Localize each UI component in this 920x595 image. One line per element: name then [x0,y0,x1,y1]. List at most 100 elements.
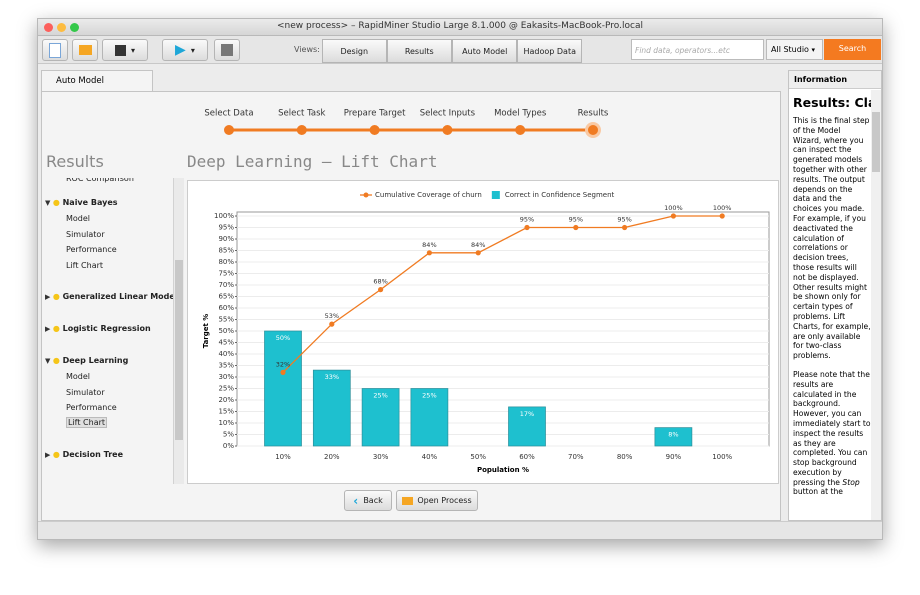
tree-item[interactable]: Simulator [66,229,105,239]
bar-value-label: 33% [325,373,339,381]
window: <new process> – RapidMiner Studio Large … [37,18,883,540]
tree-group[interactable]: ▶ ● Decision Tree [45,450,123,459]
tree-item[interactable]: Lift Chart [66,416,108,428]
bar [264,330,302,447]
info-paragraph: Please note that the results are calcula… [793,370,871,497]
wizard-step-dot [296,125,307,135]
search-input[interactable]: Find data, operators...etc [631,39,764,60]
back-label: Back [363,496,383,505]
info-text: Please note that the results are calcula… [793,369,871,487]
stop-button[interactable] [214,39,240,61]
tree-item[interactable]: Performance [66,245,117,254]
close-button[interactable] [44,23,53,32]
view-switcher: Design Results Auto Model Hadoop Data [322,39,582,63]
bulb-icon: ● [52,356,63,365]
tree-group[interactable]: ▼ ● Deep Learning [45,356,128,365]
line-point [280,369,286,375]
view-button[interactable]: Auto Model [452,39,518,63]
lift-chart: 0% 5% 10% 15% 20% 25% 30% 35% 40% 45% 50% 55% 60% 65%… [202,191,770,474]
wizard-steps: Select Data Select Task Prepare Target Sele… [204,109,609,138]
open-process-button[interactable]: Open Process [396,490,478,511]
point-value-label: 100% [664,204,683,212]
y-tick-label: 35% [218,362,234,370]
tree-group[interactable]: ▶ ● Generalized Linear Model [45,292,178,301]
wizard-step-label[interactable]: Results [578,109,609,119]
zoom-button[interactable] [70,23,79,32]
point-value-label: 95% [520,216,534,224]
open-button[interactable] [72,39,98,61]
bar-value-label: 25% [373,392,387,400]
bar-value-label: 17% [520,410,534,418]
bar-value-label: 50% [276,334,290,342]
info-panel: Information Results: Classification This… [788,70,882,521]
chart-panel: 0% 5% 10% 15% 20% 25% 30% 35% 40% 45% 50% 55% 60% 65%… [187,180,779,484]
view-button[interactable]: Hadoop Data [517,39,582,63]
y-tick-label: 20% [218,396,234,404]
tree-group-label: Deep Learning [62,356,129,365]
x-tick-label: 50% [470,453,486,461]
wizard-step-label[interactable]: Select Task [278,109,325,119]
scope-label: All Studio [771,45,809,54]
search-button[interactable]: Search [824,39,881,60]
run-button[interactable]: ▶ ▾ [162,39,208,61]
y-tick-label: 45% [218,339,234,347]
wizard-step-label[interactable]: Model Types [494,109,547,119]
wizard-step-dot [442,125,453,135]
tree-item[interactable]: Simulator [66,387,105,397]
y-tick-label: 15% [218,408,234,416]
y-tick-label: 75% [218,270,234,278]
line-point [719,213,725,219]
back-button[interactable]: ‹ Back [344,490,392,511]
y-tick-label: 70% [218,281,234,289]
minimize-button[interactable] [57,23,66,32]
info-scrollbar[interactable] [871,90,881,520]
y-tick-label: 85% [218,247,234,255]
x-axis-label: Population % [477,466,529,474]
y-tick-label: 40% [218,350,234,358]
views-label: Views: [294,45,320,54]
info-paragraph: This is the final step of the Model Wiza… [793,116,871,361]
y-tick-label: 65% [218,293,234,301]
tree-group[interactable]: ▼ ● Naive Bayes [45,198,118,207]
tree-item[interactable]: Performance [66,403,117,412]
view-button[interactable]: Design [322,39,387,63]
tree-group-label: Decision Tree [62,450,123,459]
y-tick-label: 5% [223,431,234,439]
tree-item[interactable]: Model [66,372,91,381]
toolbar: ▾ ▶ ▾ Views: Design Results Auto Model Hado… [38,36,882,64]
tree-group[interactable]: ▶ ● Logistic Regression [45,324,151,333]
x-tick-label: 90% [666,453,682,461]
expand-arrow: ▼ [45,199,53,207]
expand-arrow: ▶ [45,451,53,459]
bar [361,388,400,447]
auto-model-tab[interactable]: Auto Model [41,70,153,92]
wizard-step-dot [224,125,234,135]
y-tick-label: 95% [218,224,234,232]
bulb-icon: ● [52,450,63,459]
y-tick-label: 50% [218,327,234,335]
point-value-label: 68% [373,278,387,286]
bar [654,427,693,447]
bar [312,369,351,447]
x-tick-label: 10% [275,453,291,461]
tree-item[interactable]: Lift Chart [66,260,104,270]
x-tick-label: 60% [519,453,535,461]
wizard-step-dot [515,125,526,135]
tree-item[interactable]: Model [66,214,91,223]
window-title: <new process> – RapidMiner Studio Large … [277,21,643,31]
wizard-step-label[interactable]: Select Data [204,109,253,119]
save-button[interactable]: ▾ [102,39,148,61]
wizard-step-label[interactable]: Prepare Target [344,109,406,119]
view-button[interactable]: Results [386,39,452,63]
x-tick-label: 100% [712,453,732,461]
scope-dropdown[interactable]: All Studio ▾ [766,39,823,60]
y-tick-label: 80% [218,258,234,266]
expand-arrow: ▼ [45,357,53,365]
new-button[interactable] [42,39,68,61]
tree-group-label: Generalized Linear Model [62,292,178,301]
tree-scrollbar[interactable] [173,178,184,484]
x-tick-label: 20% [324,453,340,461]
x-tick-label: 70% [568,453,584,461]
wizard-step-label[interactable]: Select Inputs [420,109,476,119]
